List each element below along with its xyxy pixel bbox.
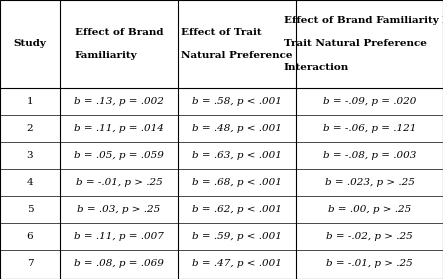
Text: 3: 3 [27, 151, 33, 160]
Text: b = -.06, p = .121: b = -.06, p = .121 [323, 124, 416, 133]
Text: b = .63, p < .001: b = .63, p < .001 [192, 151, 282, 160]
Text: b = .03, p > .25: b = .03, p > .25 [78, 205, 161, 214]
Text: 6: 6 [27, 232, 33, 241]
Text: 4: 4 [27, 178, 33, 187]
Text: b = .00, p > .25: b = .00, p > .25 [328, 205, 411, 214]
Text: 2: 2 [27, 124, 33, 133]
Text: b = .47, p < .001: b = .47, p < .001 [192, 259, 282, 268]
Text: b = .48, p < .001: b = .48, p < .001 [192, 124, 282, 133]
Text: b = -.01, p > .25: b = -.01, p > .25 [326, 259, 413, 268]
Text: b = -.01, p > .25: b = -.01, p > .25 [76, 178, 163, 187]
Text: b = .05, p = .059: b = .05, p = .059 [74, 151, 164, 160]
Text: b = -.08, p = .003: b = -.08, p = .003 [323, 151, 416, 160]
Text: b = .59, p < .001: b = .59, p < .001 [192, 232, 282, 241]
Text: b = .62, p < .001: b = .62, p < .001 [192, 205, 282, 214]
Text: b = .68, p < .001: b = .68, p < .001 [192, 178, 282, 187]
Text: Study: Study [14, 40, 47, 49]
Text: 5: 5 [27, 205, 33, 214]
Text: b = .08, p = .069: b = .08, p = .069 [74, 259, 164, 268]
Text: b = .13, p = .002: b = .13, p = .002 [74, 97, 164, 106]
Text: b = .58, p < .001: b = .58, p < .001 [192, 97, 282, 106]
Text: 1: 1 [27, 97, 33, 106]
Text: 7: 7 [27, 259, 33, 268]
Text: b = -.02, p > .25: b = -.02, p > .25 [326, 232, 413, 241]
Text: b = .11, p = .007: b = .11, p = .007 [74, 232, 164, 241]
Text: b = .11, p = .014: b = .11, p = .014 [74, 124, 164, 133]
Text: b = .023, p > .25: b = .023, p > .25 [325, 178, 415, 187]
Text: Effect of Brand Familiarity by

Trait Natural Preference

Interaction: Effect of Brand Familiarity by Trait Nat… [284, 16, 443, 72]
Text: Effect of Brand

Familiarity: Effect of Brand Familiarity [75, 28, 163, 60]
Text: b = -.09, p = .020: b = -.09, p = .020 [323, 97, 416, 106]
Text: Effect of Trait

Natural Preference: Effect of Trait Natural Preference [181, 28, 293, 60]
